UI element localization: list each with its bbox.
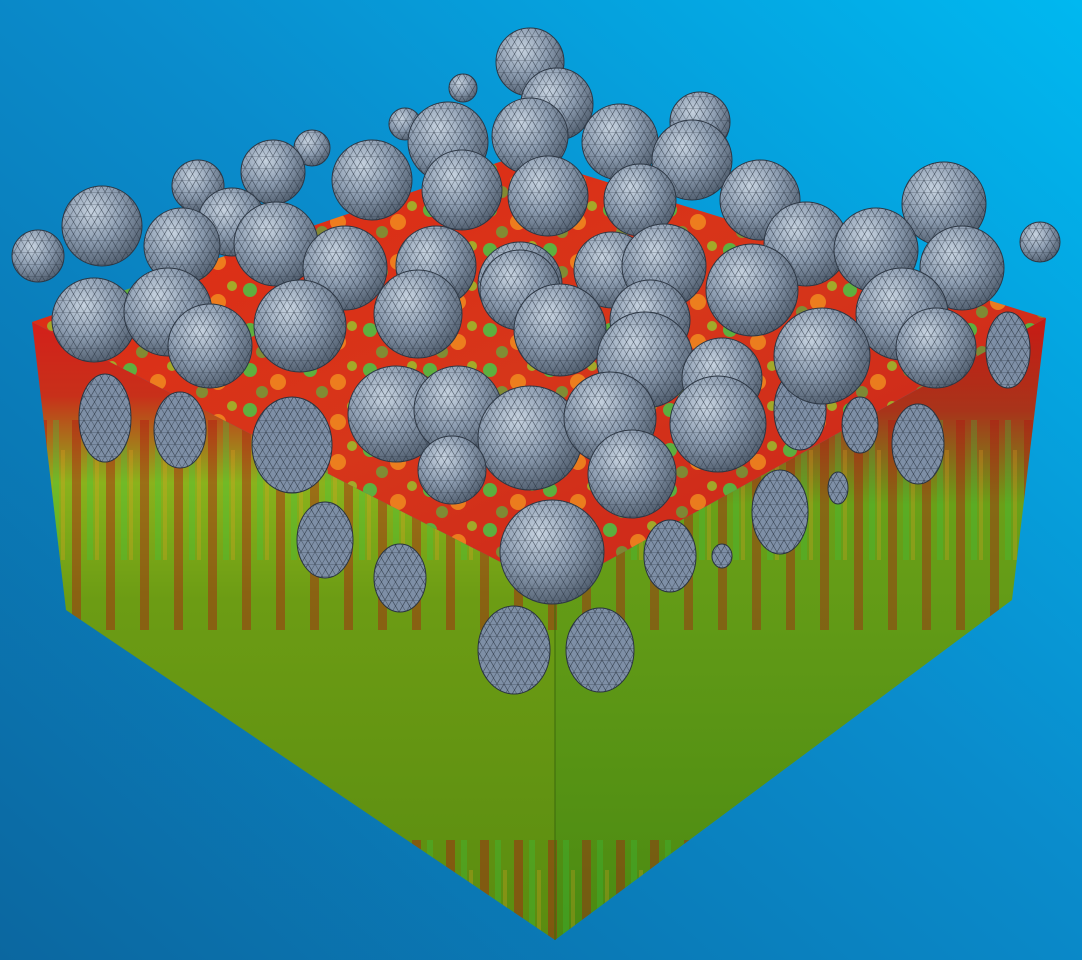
particle bbox=[61, 185, 143, 267]
particle bbox=[293, 129, 331, 167]
particle bbox=[143, 207, 221, 285]
particle bbox=[167, 303, 253, 389]
particle bbox=[705, 243, 799, 337]
particle-section bbox=[827, 471, 849, 505]
particle-section bbox=[296, 501, 354, 579]
left-face-streaks bbox=[32, 322, 555, 940]
particle bbox=[651, 119, 733, 201]
particle bbox=[587, 429, 677, 519]
particle bbox=[331, 139, 413, 221]
particle bbox=[477, 385, 583, 491]
particle-cross-sections bbox=[78, 311, 1031, 695]
particle bbox=[448, 73, 478, 103]
particle-section bbox=[891, 403, 945, 485]
particle-section bbox=[78, 373, 132, 463]
particle-section bbox=[985, 311, 1031, 389]
particle-section bbox=[477, 605, 551, 695]
particle bbox=[507, 155, 589, 237]
particle-section bbox=[841, 396, 879, 454]
particle-section bbox=[751, 469, 809, 555]
particle bbox=[901, 161, 987, 247]
particle-section bbox=[643, 519, 697, 593]
particles bbox=[11, 27, 1061, 605]
particle bbox=[233, 201, 319, 287]
particle bbox=[51, 277, 137, 363]
particle bbox=[773, 307, 871, 405]
particle-section bbox=[251, 396, 333, 494]
particle bbox=[513, 283, 607, 377]
particle bbox=[895, 307, 977, 389]
particle-section bbox=[565, 607, 635, 693]
particle bbox=[1019, 221, 1061, 263]
particle bbox=[253, 279, 347, 373]
particle bbox=[240, 139, 306, 205]
particle-section bbox=[373, 543, 427, 613]
particle-section bbox=[711, 543, 733, 569]
particle bbox=[491, 97, 569, 175]
particle bbox=[669, 375, 767, 473]
particle bbox=[417, 435, 487, 505]
particle bbox=[603, 163, 677, 237]
particle bbox=[11, 229, 65, 283]
particle bbox=[499, 499, 605, 605]
particle-section bbox=[153, 391, 207, 469]
particle bbox=[421, 149, 503, 231]
particle bbox=[373, 269, 463, 359]
